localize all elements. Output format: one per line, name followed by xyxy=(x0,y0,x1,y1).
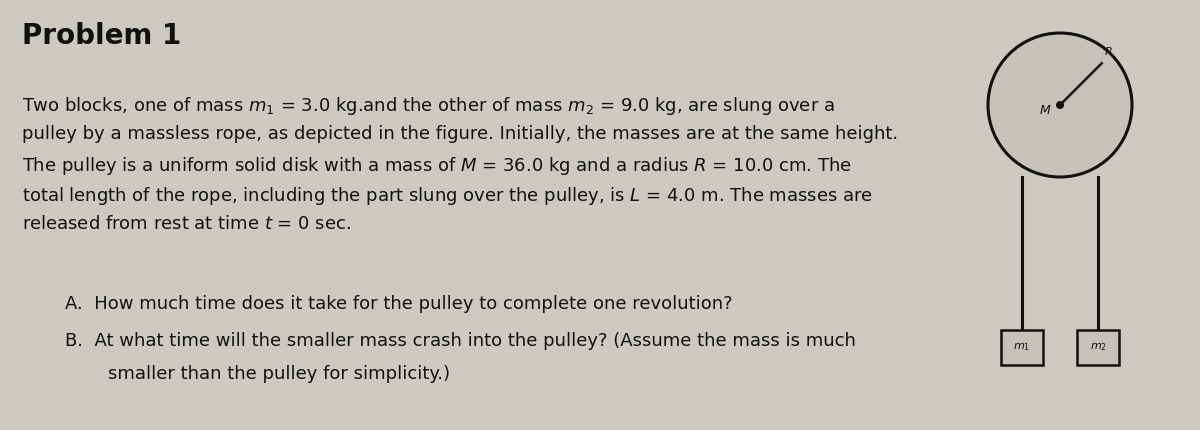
Text: A.  How much time does it take for the pulley to complete one revolution?: A. How much time does it take for the pu… xyxy=(65,295,733,313)
Bar xyxy=(1001,330,1043,365)
Text: smaller than the pulley for simplicity.): smaller than the pulley for simplicity.) xyxy=(85,365,450,383)
Text: Problem 1: Problem 1 xyxy=(22,22,181,50)
Text: $m_2$: $m_2$ xyxy=(1090,341,1106,353)
Text: The pulley is a uniform solid disk with a mass of $M$ = 36.0 kg and a radius $R$: The pulley is a uniform solid disk with … xyxy=(22,155,852,177)
Text: B.  At what time will the smaller mass crash into the pulley? (Assume the mass i: B. At what time will the smaller mass cr… xyxy=(65,332,856,350)
Circle shape xyxy=(1056,101,1064,109)
Text: R: R xyxy=(1105,47,1112,57)
Text: released from rest at time $t$ = 0 sec.: released from rest at time $t$ = 0 sec. xyxy=(22,215,350,233)
Text: M: M xyxy=(1040,104,1051,117)
Text: pulley by a massless rope, as depicted in the figure. Initially, the masses are : pulley by a massless rope, as depicted i… xyxy=(22,125,898,143)
Text: total length of the rope, including the part slung over the pulley, is $L$ = 4.0: total length of the rope, including the … xyxy=(22,185,872,207)
Text: $m_1$: $m_1$ xyxy=(1014,341,1031,353)
Text: Two blocks, one of mass $m_1$ = 3.0 kg.and the other of mass $m_2$ = 9.0 kg, are: Two blocks, one of mass $m_1$ = 3.0 kg.a… xyxy=(22,95,835,117)
Circle shape xyxy=(988,33,1132,177)
Bar xyxy=(1078,330,1120,365)
